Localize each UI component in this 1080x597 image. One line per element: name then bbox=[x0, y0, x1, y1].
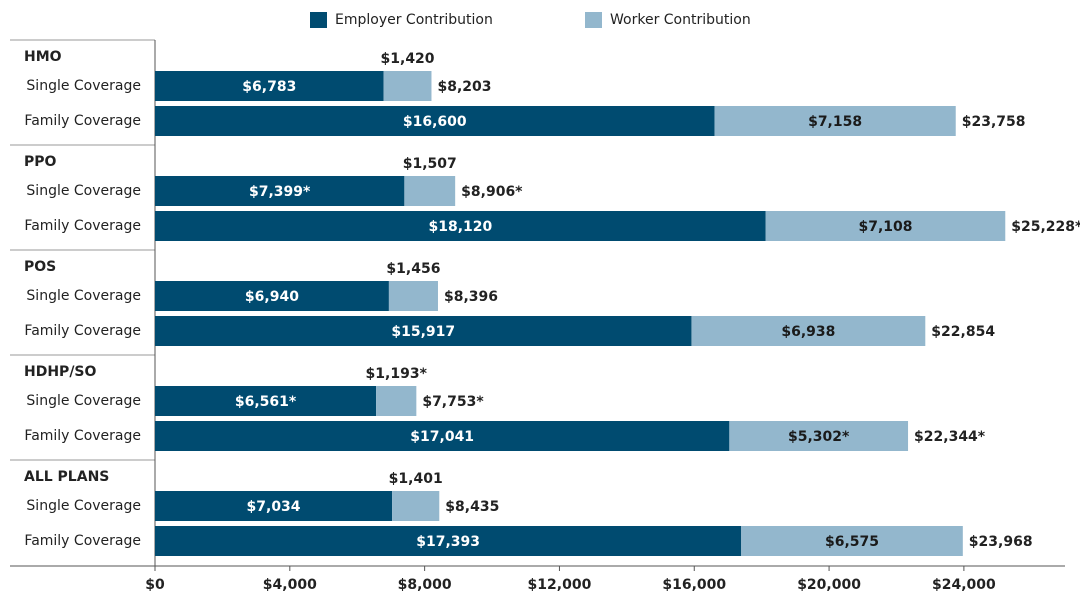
legend-label: Employer Contribution bbox=[335, 12, 493, 28]
category-label: Single Coverage bbox=[26, 393, 141, 409]
total-label: $22,854 bbox=[931, 324, 995, 340]
x-tick-label: $20,000 bbox=[797, 577, 861, 593]
value-label: $7,034 bbox=[247, 499, 301, 515]
bar-segment bbox=[155, 526, 742, 556]
value-label: $5,302* bbox=[788, 429, 850, 445]
value-label: $7,108 bbox=[858, 219, 912, 235]
total-label: $22,344* bbox=[914, 429, 986, 445]
value-label: $1,456 bbox=[386, 261, 440, 277]
bar-segment bbox=[729, 421, 909, 451]
bar-segment bbox=[155, 316, 692, 346]
bar-segment bbox=[383, 71, 432, 101]
bar-segment bbox=[741, 526, 963, 556]
bar-segment bbox=[155, 71, 384, 101]
category-label: Single Coverage bbox=[26, 498, 141, 514]
category-label: Single Coverage bbox=[26, 288, 141, 304]
category-label: Family Coverage bbox=[24, 113, 141, 129]
category-label: Single Coverage bbox=[26, 78, 141, 94]
value-label: $15,917 bbox=[391, 324, 455, 340]
bar-segment bbox=[376, 386, 417, 416]
x-tick-label: $4,000 bbox=[263, 577, 317, 593]
value-label: $18,120 bbox=[428, 219, 492, 235]
total-label: $23,968 bbox=[969, 534, 1033, 550]
value-label: $17,393 bbox=[416, 534, 480, 550]
bar-segment bbox=[392, 491, 440, 521]
total-label: $25,228* bbox=[1011, 219, 1080, 235]
total-label: $8,396 bbox=[444, 289, 498, 305]
value-label: $7,399* bbox=[249, 184, 311, 200]
category-label: Family Coverage bbox=[24, 323, 141, 339]
value-label: $7,158 bbox=[808, 114, 862, 130]
bar-segment bbox=[155, 106, 715, 136]
value-label: $1,193* bbox=[366, 366, 428, 382]
bar-segment bbox=[404, 176, 456, 206]
value-label: $6,561* bbox=[235, 394, 297, 410]
x-tick-label: $24,000 bbox=[932, 577, 996, 593]
group-label: ALL PLANS bbox=[24, 469, 109, 485]
x-tick-label: $0 bbox=[145, 577, 165, 593]
category-label: Family Coverage bbox=[24, 533, 141, 549]
bar-segment bbox=[155, 176, 405, 206]
value-label: $1,420 bbox=[381, 51, 435, 67]
total-label: $8,906* bbox=[461, 184, 523, 200]
legend-swatch bbox=[585, 12, 602, 28]
group-label: POS bbox=[24, 259, 56, 275]
bar-segment bbox=[714, 106, 956, 136]
total-label: $8,203 bbox=[437, 79, 491, 95]
legend-label: Worker Contribution bbox=[610, 12, 751, 28]
x-tick-label: $16,000 bbox=[662, 577, 726, 593]
value-label: $6,938 bbox=[781, 324, 835, 340]
value-label: $17,041 bbox=[410, 429, 474, 445]
bar-segment bbox=[388, 281, 438, 311]
bar-segment bbox=[155, 386, 377, 416]
legend-swatch bbox=[310, 12, 327, 28]
value-label: $16,600 bbox=[403, 114, 467, 130]
total-label: $7,753* bbox=[422, 394, 484, 410]
bar-segment bbox=[155, 211, 766, 241]
bar-segment bbox=[691, 316, 926, 346]
value-label: $1,507 bbox=[403, 156, 457, 172]
bar-segment bbox=[155, 421, 730, 451]
value-label: $1,401 bbox=[389, 471, 443, 487]
category-label: Family Coverage bbox=[24, 218, 141, 234]
value-label: $6,575 bbox=[825, 534, 879, 550]
value-label: $6,783 bbox=[242, 79, 296, 95]
group-label: HMO bbox=[24, 49, 62, 65]
bar-segment bbox=[155, 281, 389, 311]
category-label: Family Coverage bbox=[24, 428, 141, 444]
x-tick-label: $8,000 bbox=[398, 577, 452, 593]
category-label: Single Coverage bbox=[26, 183, 141, 199]
group-label: HDHP/SO bbox=[24, 364, 97, 380]
bar-segment bbox=[765, 211, 1006, 241]
total-label: $23,758 bbox=[962, 114, 1026, 130]
total-label: $8,435 bbox=[445, 499, 499, 515]
group-label: PPO bbox=[24, 154, 57, 170]
bar-segment bbox=[155, 491, 393, 521]
value-label: $6,940 bbox=[245, 289, 299, 305]
x-tick-label: $12,000 bbox=[528, 577, 592, 593]
